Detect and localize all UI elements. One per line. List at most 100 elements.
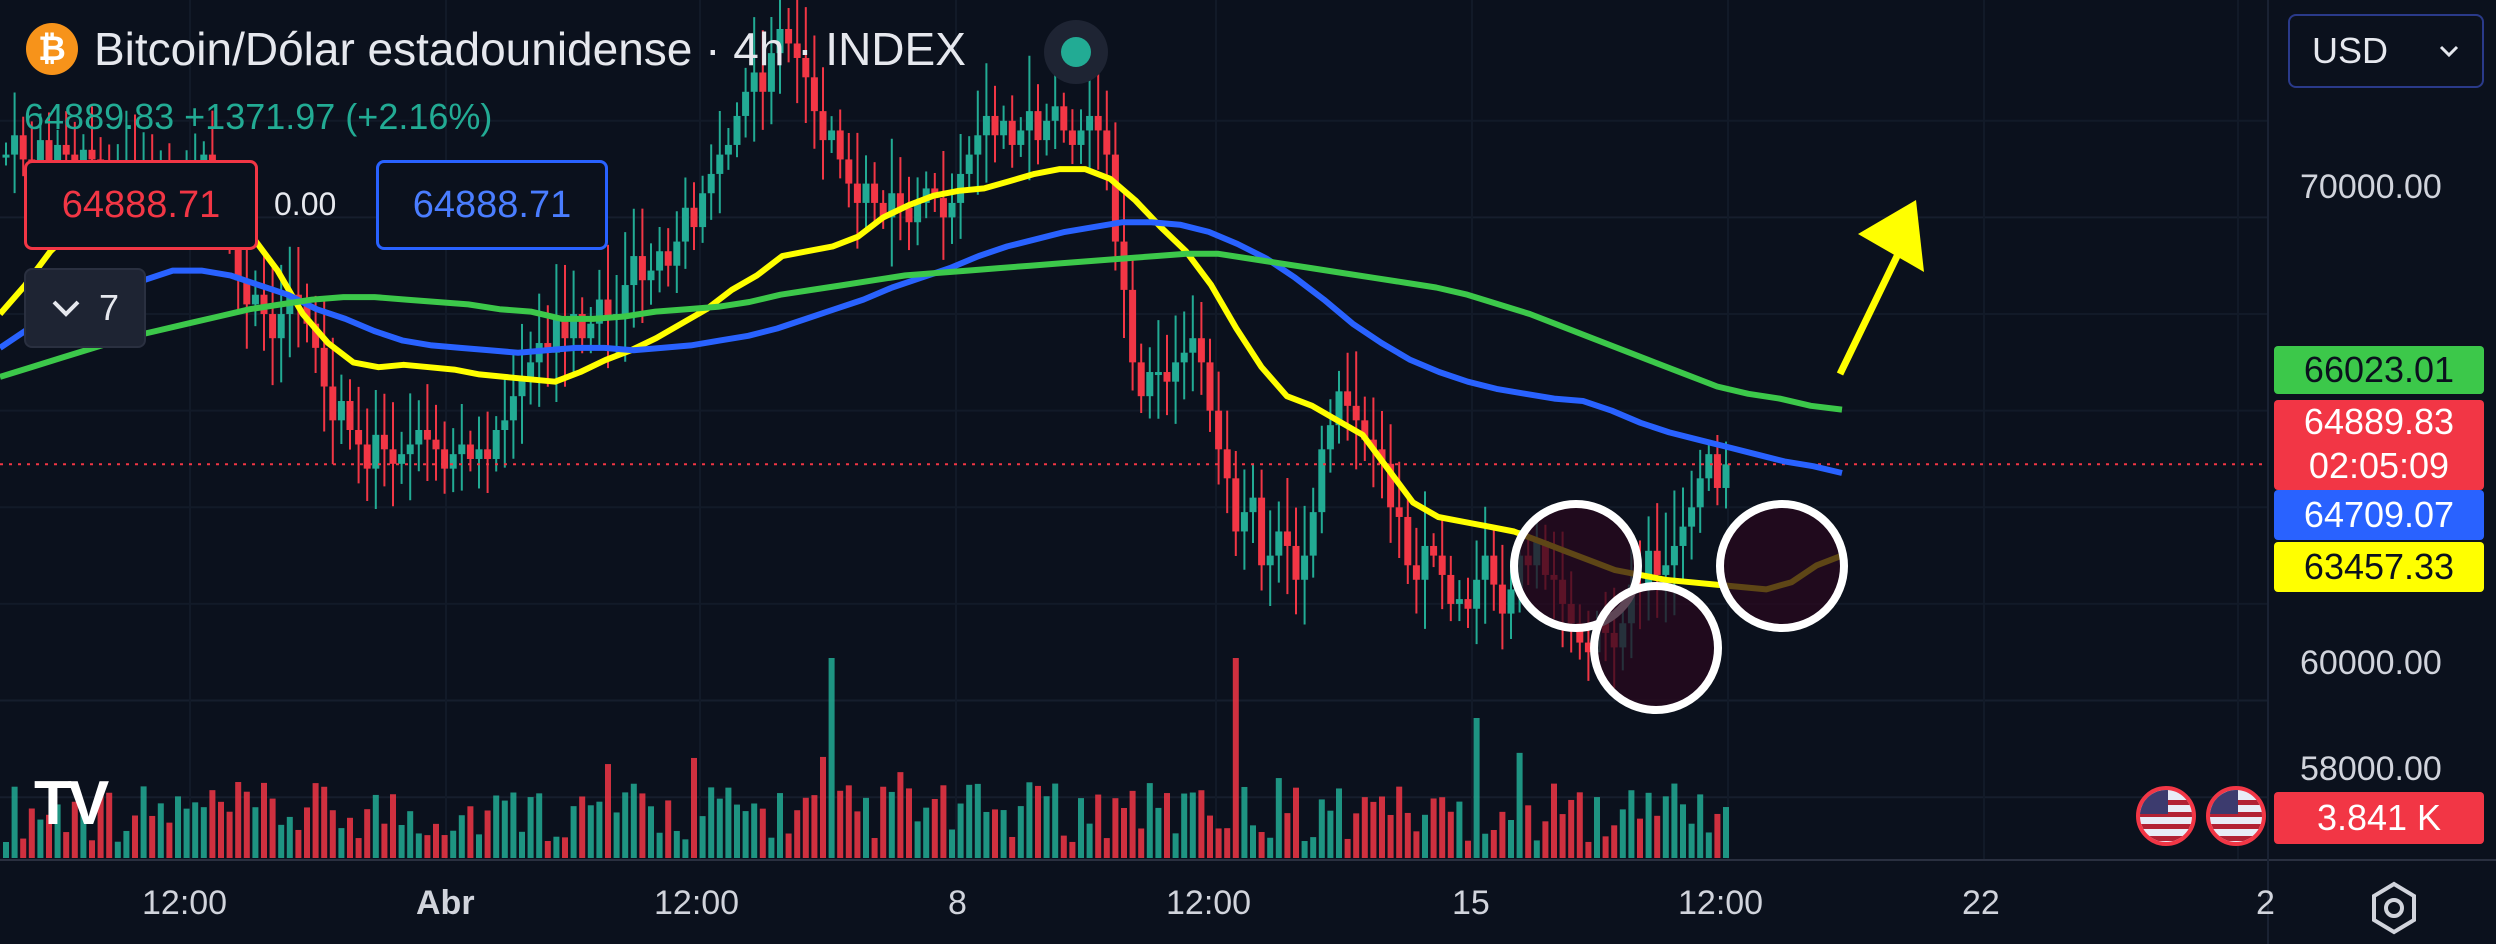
us-flag-icon[interactable] [2136, 786, 2196, 846]
volume-bar [716, 798, 723, 858]
volume-bar [192, 802, 199, 858]
candle-body [836, 130, 844, 160]
candle-body [234, 241, 242, 281]
candle-body [759, 72, 767, 92]
candle-body [1670, 545, 1678, 566]
volume-bar [751, 803, 758, 858]
chevron-down-icon [2439, 45, 2459, 58]
candle-body [587, 323, 595, 339]
candle-body [269, 314, 277, 339]
time-tick: 8 [948, 884, 967, 922]
candle-body [303, 304, 311, 324]
candle-body [372, 434, 380, 469]
candle-body [36, 140, 44, 174]
time-tick: 12:00 [1678, 884, 1764, 922]
candle-body [888, 193, 896, 218]
candle-body [630, 256, 638, 286]
volume-bar [433, 823, 439, 858]
candle-body [767, 53, 775, 92]
volume-bar [1009, 836, 1016, 858]
candle-body [1412, 565, 1420, 580]
volume-bar [347, 817, 353, 858]
candle-body [1507, 589, 1515, 614]
candle-body [1430, 545, 1438, 556]
volume-bar [1241, 786, 1248, 858]
annotation-circle [1716, 500, 1848, 632]
candle-body [423, 430, 431, 440]
candle-body [965, 154, 973, 174]
candle-body [1438, 555, 1446, 575]
volume-bar [802, 797, 809, 858]
candle-body [432, 439, 440, 450]
candle-body [243, 280, 251, 305]
volume-bar [415, 833, 422, 858]
volume-bar [1086, 823, 1093, 858]
ma-yellow-tag: 63457.33 [2274, 542, 2484, 592]
indicators-toggle-button[interactable]: 7 [24, 268, 146, 348]
volume-bar [527, 797, 534, 858]
volume-bar [1181, 793, 1188, 858]
volume-bar [1361, 797, 1368, 858]
candle-body [406, 444, 414, 455]
market-status-icon[interactable] [1044, 20, 1108, 84]
volume-bar [1654, 815, 1661, 858]
annotation-circle [1590, 582, 1722, 714]
volume-bar [1542, 821, 1549, 858]
candle-body [11, 135, 19, 155]
candle-body [337, 401, 345, 421]
volume-bar [476, 834, 482, 858]
volume-bar [949, 829, 955, 858]
candle-body [776, 28, 784, 54]
last-price-tag: 64889.83 02:05:09 [2274, 400, 2484, 490]
volume-bar [501, 800, 508, 858]
volume-bar [871, 837, 878, 858]
sell-button[interactable]: 64888.71 [24, 160, 258, 250]
candle-body [329, 386, 337, 421]
volume-bar [931, 798, 938, 858]
settings-icon[interactable] [2364, 878, 2424, 938]
candle-body [1283, 531, 1291, 546]
volume-bar [906, 788, 912, 858]
candle-body [475, 449, 483, 459]
candle-body [1688, 507, 1696, 527]
volume-bar [1275, 778, 1282, 858]
volume-bar [983, 811, 990, 858]
volume-bar [1043, 796, 1050, 858]
candle-body [466, 444, 474, 459]
volume-bar [785, 833, 792, 858]
volume-bar [269, 798, 276, 858]
currency-select[interactable]: USD [2288, 14, 2484, 88]
volume-bar [587, 805, 594, 858]
candle-body [1653, 550, 1661, 575]
candle-body [699, 193, 707, 228]
volume-bar [97, 791, 104, 858]
volume-bar [183, 808, 190, 858]
tradingview-logo[interactable]: TV [34, 769, 109, 838]
volume-bar [639, 793, 646, 858]
bitcoin-icon[interactable]: ₿ [26, 23, 78, 75]
time-tick: 12:00 [142, 884, 228, 922]
volume-bar [1576, 792, 1583, 858]
volume-bar [1456, 801, 1463, 858]
volume-bar [140, 786, 147, 858]
candle-body [1120, 241, 1128, 290]
volume-bar [1095, 794, 1102, 858]
candle-body [19, 135, 27, 160]
volume-bar [1697, 794, 1704, 858]
symbol-title[interactable]: Bitcoin/Dólar estadounidense · 4h · INDE… [94, 23, 966, 75]
candle-body [982, 115, 990, 136]
buy-button[interactable]: 64888.71 [376, 160, 608, 250]
candle-body [707, 173, 715, 194]
candle-body [1490, 555, 1498, 585]
volume-bar [914, 821, 921, 858]
candle-body [415, 430, 423, 445]
time-tick: 2 [2256, 884, 2275, 922]
us-flag-icon[interactable] [2206, 786, 2266, 846]
volume-bar [1619, 809, 1626, 858]
price-tick: 70000.00 [2300, 168, 2442, 206]
volume-bar [1714, 813, 1721, 858]
candle-body [991, 115, 999, 136]
volume-bar [1508, 820, 1514, 858]
volume-bar [1473, 718, 1480, 858]
